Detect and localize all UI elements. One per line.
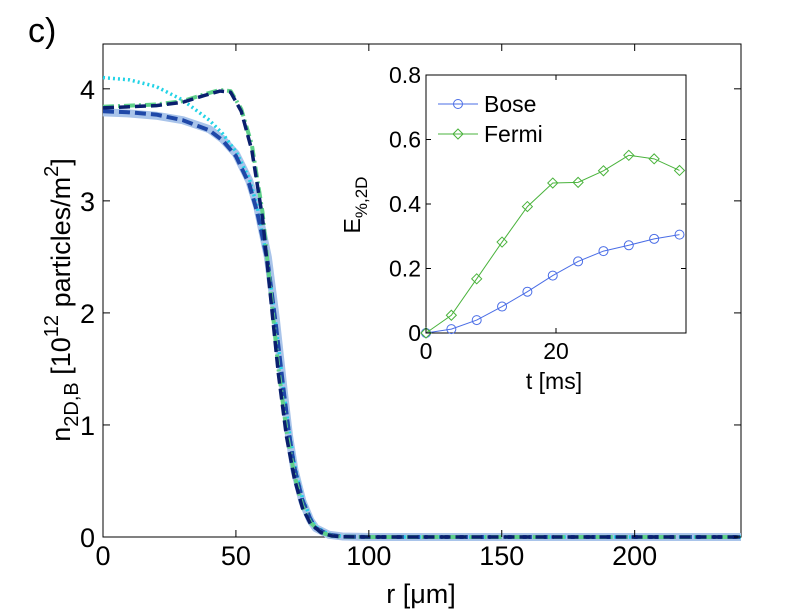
inset-point-bose xyxy=(547,270,558,281)
legend-bose-label: Bose xyxy=(484,91,536,117)
inset-point-fermi xyxy=(521,200,534,213)
inset-y-tick-label: 0.6 xyxy=(389,127,421,153)
main-x-tick-label: 200 xyxy=(612,541,657,571)
inset-y-tick-label: 0.4 xyxy=(389,191,421,217)
main-y-tick-label: 1 xyxy=(80,411,95,441)
inset-series-group xyxy=(420,149,686,339)
inset-background xyxy=(426,75,686,333)
inset-point-fermi xyxy=(673,164,686,177)
legend-bose-marker xyxy=(453,99,463,109)
inset-point-bose xyxy=(446,324,457,335)
legend-fermi-marker xyxy=(452,128,464,140)
inset-point-bose xyxy=(598,246,609,257)
main-y-tick-label: 3 xyxy=(80,187,95,217)
inset-y-tick-label: 0.8 xyxy=(389,62,421,88)
main-x-tick-label: 100 xyxy=(346,541,391,571)
main-x-tick-label: 50 xyxy=(221,541,251,571)
inset-point-bose xyxy=(623,240,634,251)
panel-label: c) xyxy=(28,12,56,50)
inset-series-line-fermi xyxy=(425,154,680,334)
inset-series-line-bose xyxy=(425,234,680,334)
inset-legend: Bose Fermi xyxy=(438,91,543,147)
main-x-tick-label: 0 xyxy=(95,541,110,571)
inset-y-tick-label: 0.2 xyxy=(389,256,421,282)
inset-point-fermi xyxy=(496,236,508,248)
inset-x-tick-label: 20 xyxy=(543,338,569,364)
inset-point-bose xyxy=(573,256,584,267)
legend-fermi-label: Fermi xyxy=(484,121,543,147)
main-y-tick-label: 0 xyxy=(80,523,95,553)
inset-point-fermi xyxy=(445,309,458,321)
inset-point-bose xyxy=(649,233,660,244)
inset-point-fermi xyxy=(648,153,660,165)
series-line-mid-blue-dashed xyxy=(102,109,741,539)
inset-point-bose xyxy=(522,286,533,297)
inset-plot: 0 20 0 0.2 0.4 0.6 0.8 t [ms] E%,2D Bose Fermi xyxy=(339,62,687,394)
series-line-cyan-dotted xyxy=(102,75,741,539)
inset-x-axis-label: t [ms] xyxy=(526,368,582,394)
inset-point-fermi xyxy=(623,149,635,162)
inset-point-fermi xyxy=(547,177,559,189)
inset-y-axis-label: E%,2D xyxy=(339,177,371,234)
inset-point-fermi xyxy=(572,176,584,189)
inset-y-tick-label: 0 xyxy=(408,320,421,346)
inset-ticks: 0 20 0 0.2 0.4 0.6 0.8 xyxy=(389,62,686,364)
inset-x-tick-label: 0 xyxy=(420,338,433,364)
main-y-tick-label: 4 xyxy=(80,75,95,105)
main-x-tick-label: 150 xyxy=(479,541,524,571)
series-line-navy-dashed xyxy=(102,89,741,539)
inset-point-bose xyxy=(674,229,685,240)
main-series-group xyxy=(102,75,741,541)
inset-point-bose xyxy=(471,315,482,326)
main-y-axis-label: n2D,B [1012 particles/m2] xyxy=(41,158,83,441)
inset-point-fermi xyxy=(470,273,483,285)
inset-point-fermi xyxy=(420,327,432,339)
inset-point-fermi xyxy=(597,165,610,177)
main-y-tick-label: 2 xyxy=(80,299,95,329)
main-x-axis-label: r [μm] xyxy=(386,579,456,609)
inset-point-bose xyxy=(497,301,508,312)
